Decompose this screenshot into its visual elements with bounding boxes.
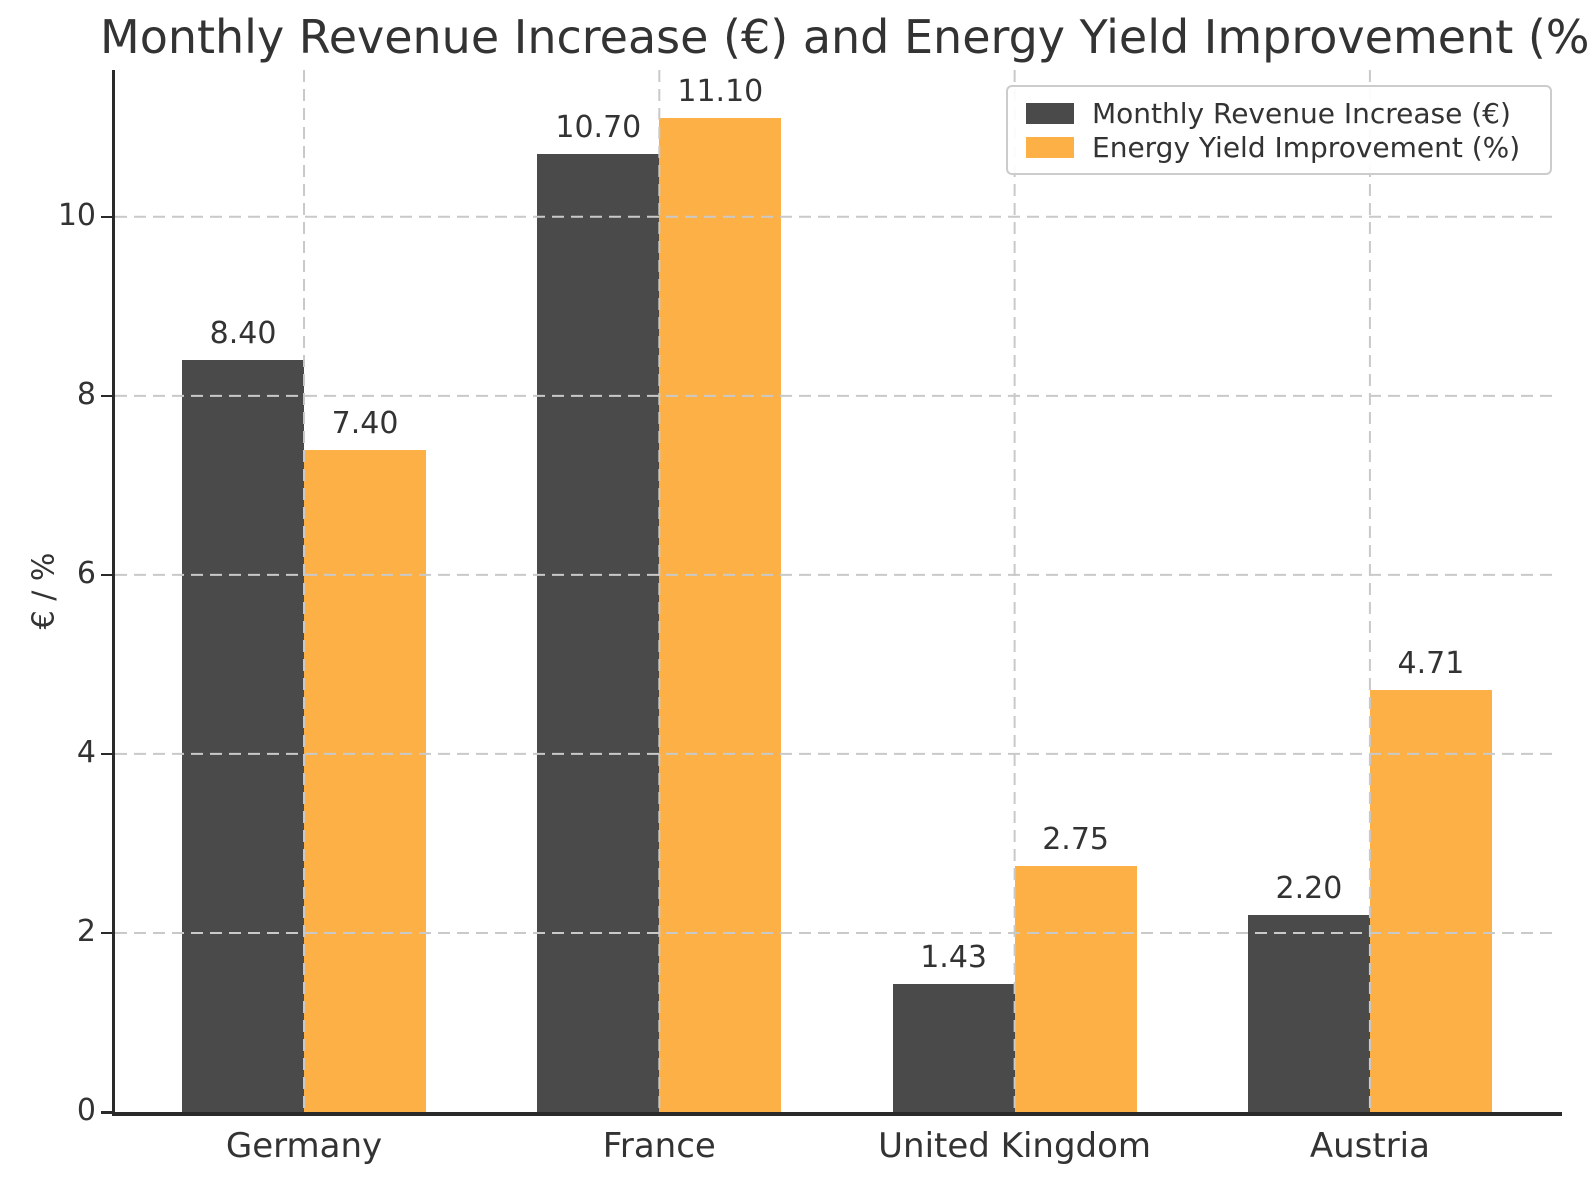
x-tick-label-united-kingdom: United Kingdom xyxy=(878,1126,1152,1166)
bar-energy-yield-improvement-germany xyxy=(304,449,427,1112)
x-tick-label-germany: Germany xyxy=(225,1126,383,1166)
bar-value-label: 4.71 xyxy=(1397,646,1465,682)
bar-energy-yield-improvement-austria xyxy=(1369,690,1492,1112)
bar-value-label: 11.10 xyxy=(677,74,764,110)
bar-value-label: 8.40 xyxy=(209,316,277,352)
legend-swatch-energy xyxy=(1026,136,1074,158)
y-tick-mark xyxy=(101,1111,112,1114)
y-tick-label: 8 xyxy=(76,376,96,412)
legend: Monthly Revenue Increase (€) Energy Yiel… xyxy=(1006,85,1552,175)
bar-energy-yield-improvement-united-kingdom xyxy=(1014,865,1137,1112)
x-tick-label-france: France xyxy=(602,1126,716,1166)
x-axis-spine xyxy=(112,1112,1562,1116)
y-axis-spine xyxy=(112,70,115,1116)
bar-value-label: 2.20 xyxy=(1275,871,1343,907)
legend-label-energy: Energy Yield Improvement (%) xyxy=(1092,130,1521,164)
y-tick-label: 10 xyxy=(57,197,96,233)
y-tick-mark xyxy=(101,931,112,935)
legend-swatch-revenue xyxy=(1026,102,1074,124)
bar-value-label: 7.40 xyxy=(331,405,399,441)
y-tick-label: 6 xyxy=(76,555,96,591)
y-tick-mark xyxy=(101,573,112,577)
bar-monthly-revenue-increase-france xyxy=(537,154,660,1112)
bar-value-label: 1.43 xyxy=(920,939,988,975)
y-tick-label: 2 xyxy=(76,913,96,949)
y-tick-label: 0 xyxy=(76,1093,96,1128)
y-tick-mark xyxy=(101,394,112,398)
bar-energy-yield-improvement-france xyxy=(659,118,782,1112)
bar-monthly-revenue-increase-germany xyxy=(182,360,305,1112)
chart-title: Monthly Revenue Increase (€) and Energy … xyxy=(100,10,1587,64)
bar-value-label: 2.75 xyxy=(1042,821,1110,857)
legend-label-revenue: Monthly Revenue Increase (€) xyxy=(1092,96,1511,130)
bar-monthly-revenue-increase-united-kingdom xyxy=(892,983,1015,1112)
y-tick-mark xyxy=(101,752,112,756)
bar-monthly-revenue-increase-austria xyxy=(1247,915,1370,1112)
y-tick-mark xyxy=(101,215,112,219)
y-tick-label: 4 xyxy=(76,734,96,770)
legend-item-revenue: Monthly Revenue Increase (€) xyxy=(1026,96,1532,130)
x-tick-label-austria: Austria xyxy=(1309,1126,1430,1166)
legend-item-energy: Energy Yield Improvement (%) xyxy=(1026,130,1532,164)
bar-value-label: 10.70 xyxy=(555,110,642,146)
